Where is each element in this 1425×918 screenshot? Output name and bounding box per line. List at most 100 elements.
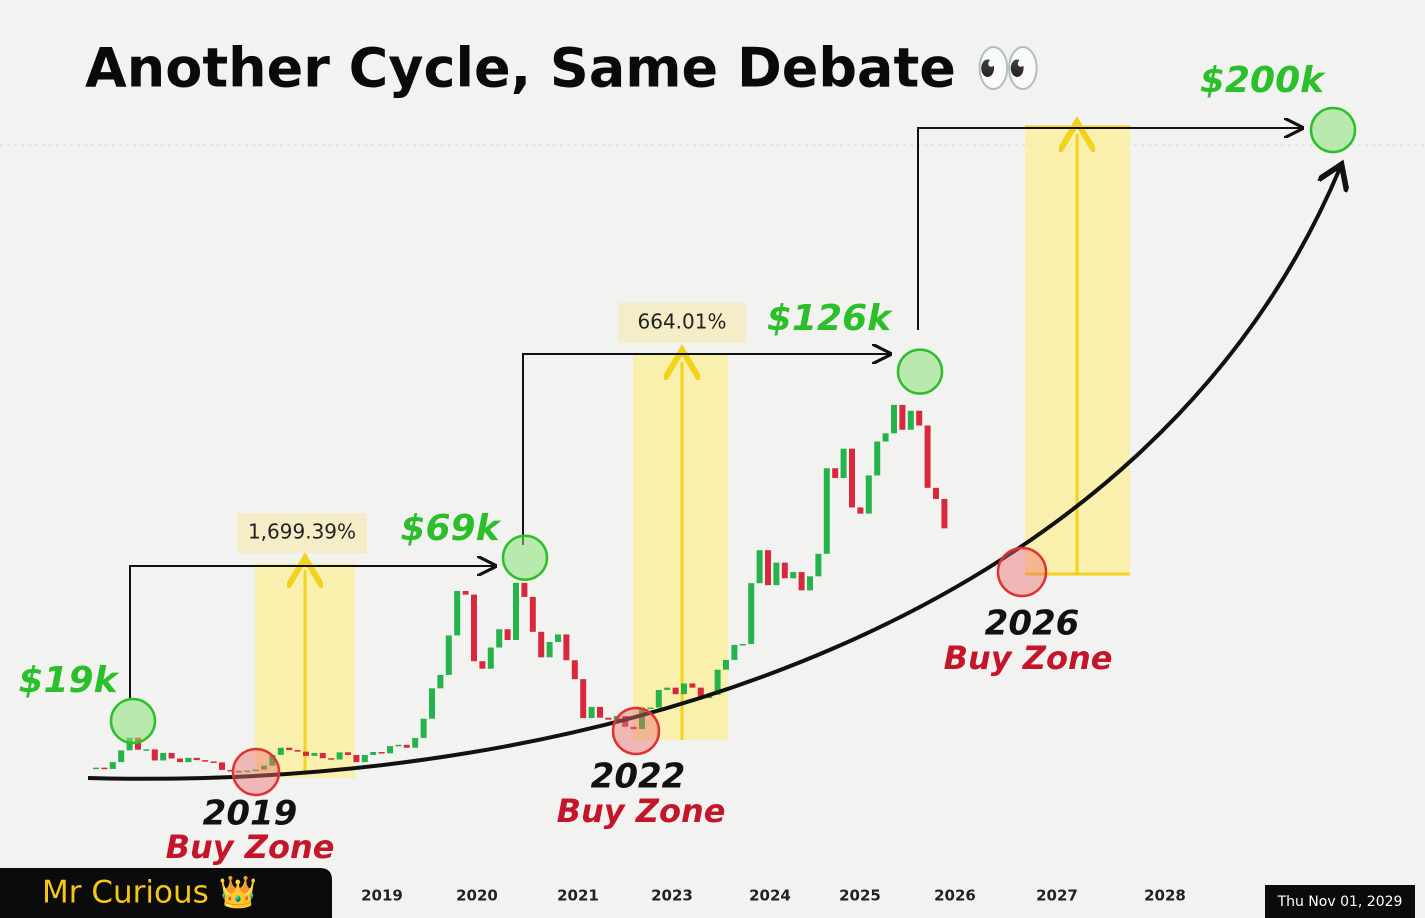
candle (353, 754, 360, 763)
candle (261, 765, 267, 770)
connectors (87, 128, 1340, 781)
candle (496, 629, 503, 648)
connector-arrow (522, 354, 890, 545)
candle (798, 572, 805, 591)
candle (210, 761, 217, 763)
candle (462, 591, 469, 595)
gain-box (237, 513, 367, 553)
buy-zone-label: Buy Zone (944, 639, 1113, 677)
candle (739, 643, 746, 646)
candle (487, 647, 494, 669)
candle (714, 669, 721, 695)
candle (907, 410, 914, 430)
candle (101, 767, 108, 770)
candle (916, 410, 923, 426)
candle (807, 576, 813, 591)
buy-zone-year: 2022 (591, 757, 686, 797)
candle (445, 635, 452, 675)
candle (647, 707, 654, 710)
candle (639, 707, 645, 730)
candle (109, 762, 116, 769)
candle (832, 468, 839, 479)
candle (361, 754, 368, 763)
candle (151, 749, 158, 761)
date-stamp: Thu Nov 01, 2029 (1277, 894, 1403, 910)
candle (731, 644, 738, 660)
candle (529, 596, 536, 632)
peak-label: $69k (400, 508, 501, 549)
candle (765, 550, 771, 586)
candle (571, 660, 578, 680)
candle (924, 425, 931, 488)
candle (395, 744, 402, 747)
peak-marker (1309, 106, 1357, 154)
candle (513, 582, 519, 640)
x-tick-label: 2028 (1144, 887, 1186, 905)
candle (286, 747, 293, 751)
x-tick-label: 2024 (749, 887, 791, 905)
candle (580, 679, 587, 719)
x-tick-label: 2021 (557, 887, 599, 905)
candle (874, 441, 881, 476)
candle (235, 770, 242, 773)
candle (588, 706, 595, 719)
peak-marker (896, 348, 944, 395)
peak-label: $126k (767, 298, 893, 339)
candle (941, 498, 948, 529)
watermark: Mr Curious 👑 (42, 875, 257, 911)
peak-label: $200k (1200, 60, 1326, 101)
candle (538, 631, 545, 658)
x-tick-label: 2020 (456, 887, 498, 905)
peak-label: $19k (18, 660, 119, 701)
candle (126, 737, 133, 751)
watermark-box (0, 868, 332, 918)
candle (521, 582, 528, 597)
x-tick-label: 2023 (651, 887, 693, 905)
candle (681, 683, 687, 695)
candle (597, 706, 603, 718)
connector-arrow (129, 566, 495, 698)
buy-zone-label: Buy Zone (557, 792, 726, 830)
peak-marker (501, 534, 549, 581)
candle (269, 754, 276, 766)
candle (689, 683, 696, 688)
x-tick-label: 2027 (1036, 887, 1078, 905)
candle (252, 769, 259, 772)
buy-zone-year: 2019 (203, 794, 298, 834)
buy-zone-circle (611, 706, 661, 756)
candle (555, 634, 561, 642)
candle (630, 726, 637, 730)
connector-arrow (917, 128, 1302, 330)
peaks: $19k $69k $126k $200k (18, 60, 1357, 745)
candle (437, 674, 444, 689)
candle (865, 475, 872, 514)
support-curve (87, 168, 1340, 781)
candle (756, 550, 763, 584)
candle (403, 744, 410, 748)
candle (454, 591, 461, 636)
candle (899, 404, 906, 430)
candle (168, 752, 175, 759)
candle (857, 507, 864, 514)
candle (244, 770, 251, 773)
peak-marker (109, 697, 157, 745)
candle (370, 751, 377, 755)
candle (185, 757, 192, 763)
candle (823, 468, 830, 554)
candle (378, 751, 385, 754)
candle (748, 583, 755, 644)
candle (118, 750, 125, 763)
candle (412, 737, 419, 748)
candle (790, 572, 797, 579)
candle (387, 746, 393, 754)
x-tick-label: 2025 (839, 887, 881, 905)
zones (255, 127, 1130, 778)
candle (605, 717, 612, 720)
candle (882, 433, 889, 442)
candle (471, 594, 477, 662)
candle (815, 553, 822, 577)
buy-zone-year: 2026 (985, 604, 1080, 644)
candle (479, 661, 486, 669)
buy-zone-markers (231, 546, 1048, 797)
candle (328, 758, 335, 760)
